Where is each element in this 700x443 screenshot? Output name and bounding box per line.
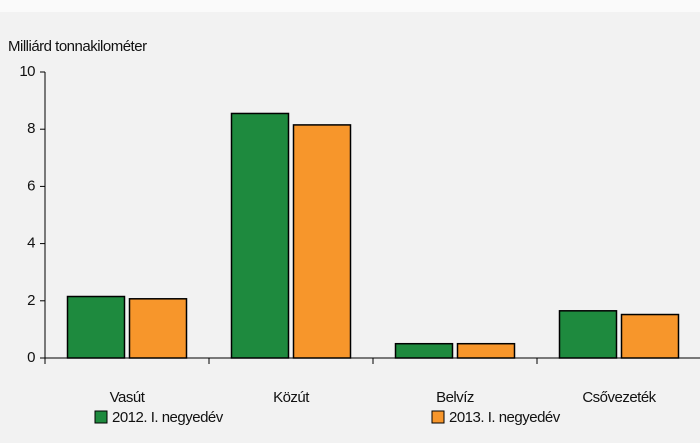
legend-swatch (431, 410, 445, 424)
top-band (0, 0, 700, 12)
bar (558, 310, 618, 359)
x-tick-label: Belvíz (436, 389, 474, 406)
legend-label: 2013. I. negyedév (449, 409, 561, 426)
legend-label: 2012. I. negyedév (112, 409, 224, 426)
y-tick-label: 4 (27, 235, 35, 252)
y-tick-label: 10 (19, 63, 35, 80)
bar (394, 342, 454, 359)
bar (292, 124, 352, 359)
y-tick-label: 2 (27, 292, 35, 309)
y-axis-label: Milliárd tonnakilométer (8, 38, 147, 55)
y-tick-label: 0 (27, 349, 35, 366)
x-tick-label: Vasút (110, 389, 146, 406)
legend-swatch (94, 410, 108, 424)
x-tick-label: Közút (273, 389, 310, 406)
x-tick-label: Csővezeték (582, 389, 656, 406)
y-tick-label: 8 (27, 120, 35, 137)
bar (620, 313, 680, 359)
bar (230, 112, 290, 359)
y-tick-label: 6 (27, 177, 35, 194)
bar (456, 342, 516, 359)
bar (66, 295, 126, 359)
bar (128, 298, 188, 359)
